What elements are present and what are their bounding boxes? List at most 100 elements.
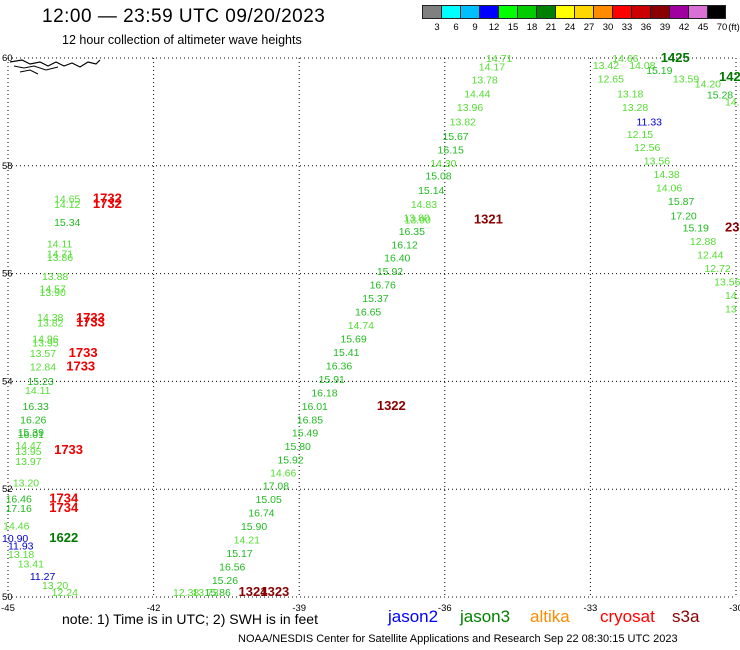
wave-height-label: 14.66 <box>612 53 638 65</box>
wave-height-label: 13.42 <box>593 60 619 72</box>
time-label: 1733 <box>76 314 105 329</box>
wave-height-label: 16.40 <box>384 253 410 265</box>
wave-height-label: 14.57 <box>40 283 66 295</box>
x-tick-label: -33 <box>584 603 598 614</box>
legend-swatch <box>631 5 650 19</box>
wave-height-label: 14.2 <box>725 290 740 302</box>
legend-label: 6 <box>453 22 459 33</box>
wave-height-label: 15.49 <box>292 427 318 439</box>
legend-swatch <box>460 5 479 19</box>
wave-height-label: 14.08 <box>629 60 655 72</box>
wave-height-label: 13 <box>725 303 737 315</box>
wave-height-label: 12.44 <box>697 250 723 262</box>
wave-height-label: 13.73 <box>192 587 218 599</box>
wave-height-label: 15.67 <box>442 131 468 143</box>
wave-height-label: 14.06 <box>656 183 682 195</box>
wave-height-label: 16.18 <box>311 387 337 399</box>
time-label: 1732 <box>93 196 122 211</box>
wave-height-label: 13.56 <box>644 156 670 168</box>
time-label: 23 <box>725 220 739 235</box>
mission-jason2: jason2 <box>388 607 439 626</box>
legend-label: 3 <box>434 22 440 33</box>
wave-height-label: 16.01 <box>302 401 328 413</box>
legend-swatch <box>479 5 498 19</box>
wave-height-label: 14.56 <box>725 96 740 108</box>
wave-height-label: 11.93 <box>8 541 34 553</box>
wave-height-label: 13.95 <box>32 337 58 349</box>
wave-height-label: 15.91 <box>319 374 345 386</box>
wave-height-label: 15.23 <box>27 376 53 388</box>
y-tick-label: 58 <box>2 161 13 172</box>
footer-note: note: 1) Time is in UTC; 2) SWH is in fe… <box>62 611 318 627</box>
wave-height-label: 11.33 <box>637 116 663 128</box>
legend-swatch <box>669 5 688 19</box>
mission-altika: altika <box>530 607 570 626</box>
wave-height-label: 17.16 <box>6 503 32 515</box>
wave-height-label: 13.57 <box>30 348 56 360</box>
wave-height-label: 14.71 <box>486 53 512 65</box>
wave-height-label: 12.84 <box>30 362 56 374</box>
wave-height-label: 15.90 <box>241 521 267 533</box>
page-subtitle: 12 hour collection of altimeter wave hei… <box>62 33 302 47</box>
wave-height-label: 14.83 <box>411 199 437 211</box>
time-label: 1733 <box>66 359 95 374</box>
wave-height-label: 15.37 <box>362 293 388 305</box>
wave-height-label: 15.39 <box>18 427 44 439</box>
wave-height-label: 13.82 <box>450 116 476 128</box>
y-tick-label: 52 <box>2 484 13 495</box>
legend-label: 18 <box>526 22 538 33</box>
wave-height-label: 16.36 <box>326 361 352 373</box>
wave-height-label: 16.01 <box>18 429 44 441</box>
legend-swatch <box>707 5 726 19</box>
coastline <box>9 59 101 75</box>
wave-height-label: 17.20 <box>670 211 696 223</box>
legend-label: 33 <box>621 22 633 33</box>
wave-height-label: 15.87 <box>668 196 694 208</box>
wave-height-label: 14.96 <box>32 334 58 346</box>
legend-swatch <box>498 5 517 19</box>
legend-swatch <box>650 5 669 19</box>
legend-swatch <box>422 5 441 19</box>
wave-height-label: 14.74 <box>348 320 374 332</box>
legend-label: 30 <box>602 22 614 33</box>
wave-height-label: 10.90 <box>2 533 28 545</box>
footer-credit: NOAA/NESDIS Center for Satellite Applica… <box>238 633 678 645</box>
x-tick-label: -36 <box>438 603 452 614</box>
legend-label: 12 <box>488 22 500 33</box>
x-tick-label: -30 <box>729 603 740 614</box>
time-label: 1734 <box>49 491 79 506</box>
wave-height-label: 13.59 <box>673 73 699 85</box>
legend-swatch <box>574 5 593 19</box>
wave-height-label: 16.15 <box>438 144 464 156</box>
wave-height-label: 14.71 <box>47 248 73 260</box>
wave-height-label: 13.82 <box>37 317 63 329</box>
wave-height-label: 16.85 <box>297 414 323 426</box>
y-tick-label: 54 <box>2 376 13 387</box>
wave-height-label: 14.44 <box>464 88 490 100</box>
time-label: 1733 <box>54 442 83 457</box>
legend-swatch <box>612 5 631 19</box>
legend-swatch <box>593 5 612 19</box>
wave-height-label: 14.47 <box>15 440 41 452</box>
wave-height-label: 15.92 <box>277 454 303 466</box>
wave-labels: 14.7114.1713.7814.4413.9613.8215.6716.15… <box>2 50 740 599</box>
legend-label: 39 <box>659 22 671 33</box>
wave-height-label: 13.90 <box>405 214 431 226</box>
time-label: 1322 <box>377 398 406 413</box>
wave-height-label: 13.90 <box>40 287 66 299</box>
wave-height-label: 16.26 <box>20 414 46 426</box>
legend-label: 21 <box>545 22 557 33</box>
legend-swatch <box>688 5 707 19</box>
wave-height-label: 14.65 <box>54 193 80 205</box>
time-label: 1733 <box>69 345 98 360</box>
wave-height-label: 16.35 <box>399 226 425 238</box>
mission-jason3: jason3 <box>460 607 511 626</box>
wave-height-label: 16.12 <box>391 239 417 251</box>
wave-height-label: 13.80 <box>404 212 430 224</box>
wave-height-label: 15.19 <box>683 223 709 235</box>
wave-height-label: 14.66 <box>270 467 296 479</box>
wave-height-label: 13.18 <box>617 88 643 100</box>
wave-height-label: 15.86 <box>205 587 231 599</box>
legend-label: 24 <box>564 22 576 33</box>
